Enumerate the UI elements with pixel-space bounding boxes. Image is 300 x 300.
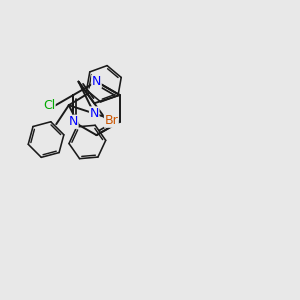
Text: Cl: Cl	[43, 99, 55, 112]
Text: N: N	[69, 115, 78, 128]
Text: N: N	[92, 75, 101, 88]
Text: N: N	[89, 107, 99, 120]
Text: Br: Br	[104, 114, 118, 127]
